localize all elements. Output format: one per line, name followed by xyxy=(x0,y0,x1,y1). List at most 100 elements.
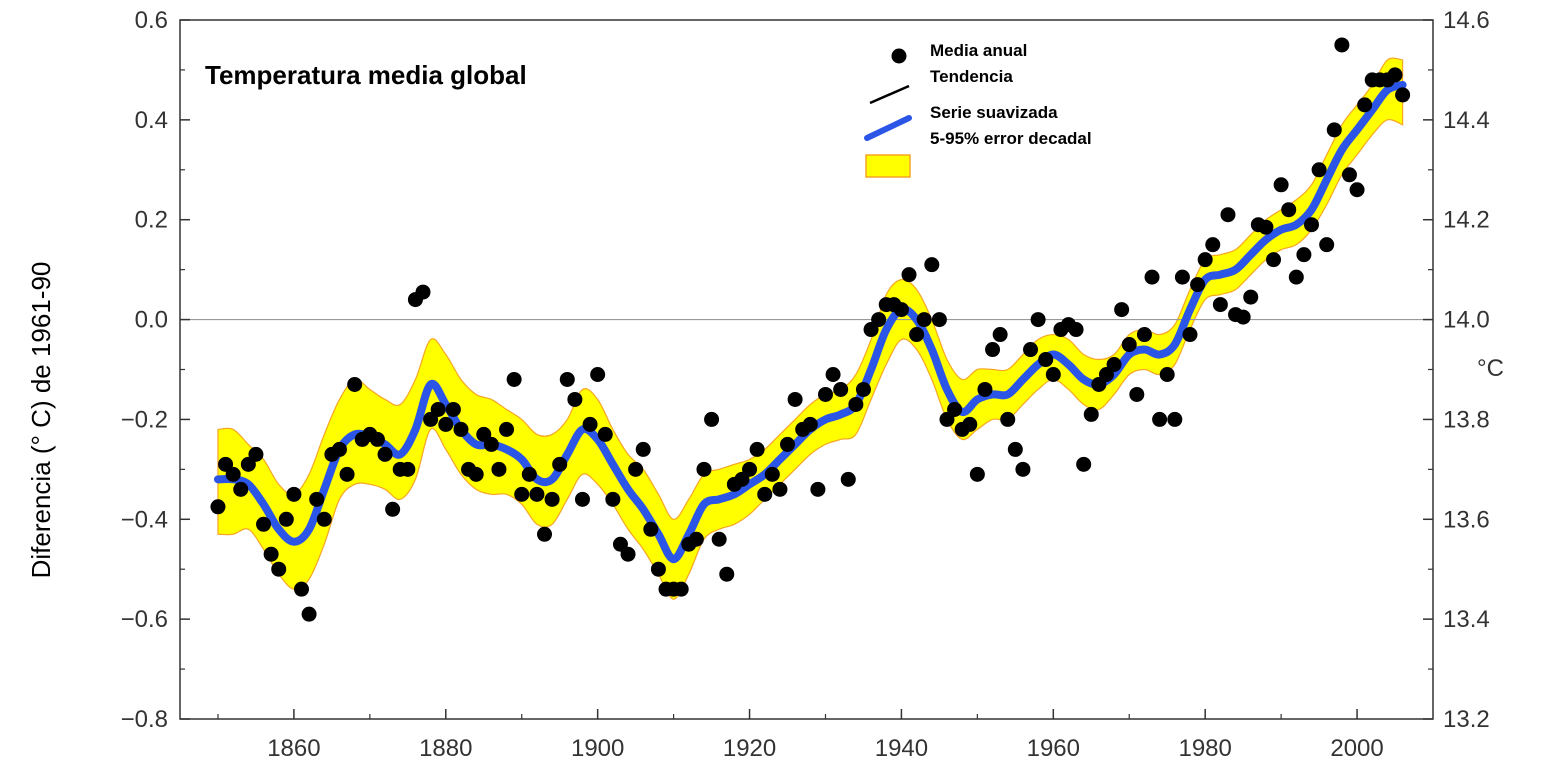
annual-mean-point xyxy=(1197,252,1213,268)
annual-mean-point xyxy=(347,376,363,392)
annual-mean-point xyxy=(544,491,560,507)
annual-mean-point xyxy=(263,546,279,562)
annual-mean-point xyxy=(1000,411,1016,427)
y-tick-label: 0.0 xyxy=(135,307,168,334)
annual-mean-point xyxy=(301,606,317,622)
annual-mean-point xyxy=(271,561,287,577)
annual-mean-point xyxy=(704,411,720,427)
annual-mean-point xyxy=(567,391,583,407)
annual-mean-point xyxy=(1159,366,1175,382)
annual-mean-point xyxy=(1182,327,1198,343)
y2-tick-label: 13.2 xyxy=(1443,706,1490,733)
annual-mean-point xyxy=(491,461,507,477)
annual-mean-point xyxy=(1076,456,1092,472)
annual-mean-point xyxy=(248,446,264,462)
annual-mean-point xyxy=(802,416,818,432)
annual-mean-point xyxy=(1395,87,1411,103)
annual-mean-point xyxy=(537,526,553,542)
annual-mean-point xyxy=(848,396,864,412)
annual-mean-point xyxy=(650,561,666,577)
plot-frame xyxy=(179,19,1434,720)
right-axis-unit: °C xyxy=(1477,355,1504,382)
annual-mean-point xyxy=(499,421,515,437)
annual-mean-point xyxy=(506,371,522,387)
y2-tick-label: 13.8 xyxy=(1443,406,1490,433)
annual-mean-point xyxy=(1296,247,1312,263)
annual-mean-point xyxy=(1212,297,1228,313)
annual-mean-point xyxy=(1281,202,1297,218)
annual-mean-point xyxy=(1303,217,1319,233)
annual-mean-point xyxy=(1045,366,1061,382)
annual-mean-point xyxy=(400,461,416,477)
annual-mean-point xyxy=(901,267,917,283)
annual-mean-point xyxy=(1167,411,1183,427)
annual-mean-point xyxy=(947,401,963,417)
y-tick-label: −0.6 xyxy=(121,606,168,633)
annual-mean-point xyxy=(1136,327,1152,343)
annual-mean-point xyxy=(453,421,469,437)
annual-mean-point xyxy=(931,312,947,328)
legend: Media anual Tendencia Serie suavizada 5-… xyxy=(864,41,1092,178)
annual-mean-point xyxy=(985,342,1001,358)
annual-mean-point xyxy=(1174,269,1190,285)
y2-tick-label: 14.2 xyxy=(1443,207,1490,234)
annual-mean-point xyxy=(1144,269,1160,285)
annual-mean-point xyxy=(521,466,537,482)
y2-tick-label: 13.4 xyxy=(1443,606,1490,633)
annual-mean-point xyxy=(825,366,841,382)
annual-mean-point xyxy=(1319,237,1335,253)
annual-mean-point xyxy=(385,501,401,517)
annual-mean-point xyxy=(430,401,446,417)
y-tick-label: 0.6 xyxy=(135,7,168,34)
annual-mean-point xyxy=(916,312,932,328)
annual-mean-point xyxy=(468,466,484,482)
annual-mean-point xyxy=(924,257,940,273)
legend-label-trend: Tendencia xyxy=(930,67,1013,86)
annual-mean-point xyxy=(309,491,325,507)
annual-mean-point xyxy=(711,531,727,547)
annual-mean-point xyxy=(893,302,909,318)
annual-mean-point xyxy=(369,431,385,447)
annual-mean-point xyxy=(1311,162,1327,178)
annual-mean-point xyxy=(445,401,461,417)
annual-mean-point xyxy=(757,486,773,502)
legend-marker-annual-mean xyxy=(891,48,907,64)
annual-mean-point xyxy=(1220,207,1236,223)
legend-label-annual-mean: Media anual xyxy=(930,41,1027,60)
legend-label-error-band: 5-95% error decadal xyxy=(930,129,1092,148)
x-tick-label: 1960 xyxy=(1027,735,1080,762)
annual-mean-point xyxy=(415,284,431,300)
annual-mean-point xyxy=(764,466,780,482)
legend-label-smoothed: Serie suavizada xyxy=(930,103,1058,122)
y-axis-label: Diferencia (° C) de 1961-90 xyxy=(26,262,56,579)
annual-mean-point xyxy=(1083,406,1099,422)
annual-mean-point xyxy=(294,581,310,597)
annual-mean-point xyxy=(559,371,575,387)
annual-mean-point xyxy=(833,381,849,397)
y2-tick-label: 14.6 xyxy=(1443,7,1490,34)
annual-mean-point xyxy=(1258,219,1274,235)
error-band xyxy=(217,57,1404,600)
annual-mean-point xyxy=(377,446,393,462)
annual-mean-point xyxy=(696,461,712,477)
annual-mean-point xyxy=(772,481,788,497)
annual-mean-point xyxy=(1038,352,1054,368)
annual-mean-point xyxy=(438,416,454,432)
annual-mean-point xyxy=(628,461,644,477)
annual-mean-point xyxy=(1357,97,1373,113)
annual-mean-point xyxy=(1114,302,1130,318)
annual-mean-point xyxy=(1326,122,1342,138)
annual-mean-point xyxy=(582,416,598,432)
annual-mean-point xyxy=(483,436,499,452)
annual-mean-point xyxy=(1129,386,1145,402)
annual-mean-points-layer xyxy=(210,37,1411,622)
annual-mean-point xyxy=(688,531,704,547)
annual-mean-point xyxy=(233,481,249,497)
annual-mean-point xyxy=(742,461,758,477)
x-tick-label: 1980 xyxy=(1178,735,1231,762)
annual-mean-point xyxy=(962,416,978,432)
x-tick-label: 2000 xyxy=(1330,735,1383,762)
annual-mean-point xyxy=(719,566,735,582)
annual-mean-point xyxy=(977,381,993,397)
